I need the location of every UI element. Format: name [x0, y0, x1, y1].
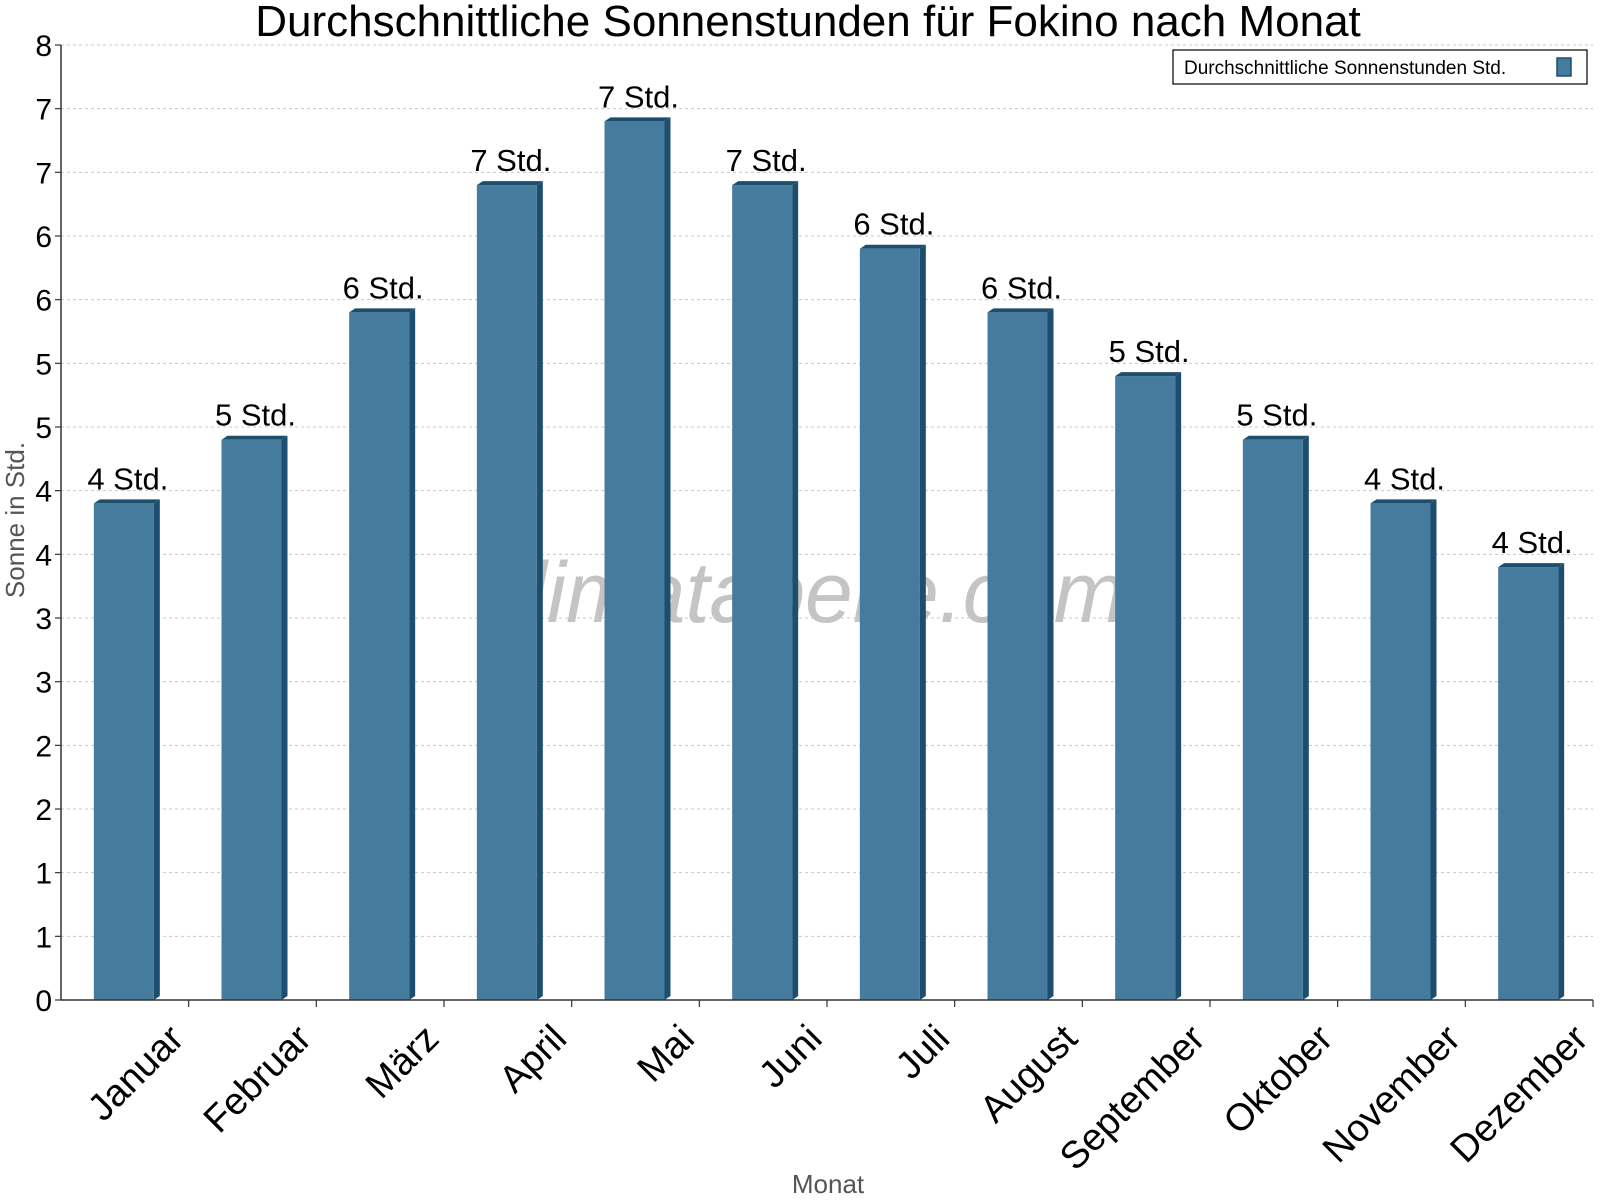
bar: [476, 185, 537, 1001]
bar-top: [604, 117, 671, 122]
y-tick-label: 6: [35, 221, 52, 254]
bar: [1242, 439, 1303, 1000]
bar-data-label: 4 Std.: [87, 461, 168, 496]
bar-data-label: 5 Std.: [1109, 334, 1190, 369]
x-tick-label: August: [972, 1017, 1086, 1131]
x-tick-label: Januar: [80, 1017, 192, 1129]
x-tick-label: Oktober: [1216, 1017, 1342, 1143]
bar-side: [153, 499, 160, 1000]
x-tick-label: Mai: [630, 1017, 703, 1090]
data-labels: 4 Std. 5 Std. 6 Std. 7 Std. 7 Std. 7 Std. 6 St…: [87, 79, 1572, 560]
bar-top: [476, 181, 543, 186]
bar-data-label: 7 Std.: [598, 79, 679, 114]
y-tick-label: 7: [35, 157, 52, 190]
bar-top: [859, 244, 926, 249]
legend-label: Durchschnittliche Sonnenstunden Std.: [1184, 58, 1506, 79]
x-axis-label: Monat: [792, 1169, 865, 1199]
bar-top: [987, 308, 1054, 313]
y-tick-label: 3: [35, 603, 52, 636]
bar-side: [1558, 563, 1565, 1000]
x-tick-labels: Januar Februar März April Mai Juni Juli AugustS…: [80, 1000, 1597, 1179]
x-tick-label: April: [492, 1017, 575, 1100]
legend-box: [1172, 49, 1588, 85]
y-axis-label: Sonne in Std.: [0, 442, 30, 598]
y-tick-label: 8: [35, 30, 52, 63]
x-tick-label: Juni: [751, 1017, 830, 1096]
y-tick-label: 7: [35, 94, 52, 127]
bar: [604, 121, 665, 1000]
y-tick-label: 4: [35, 476, 52, 509]
chart-title: Durchschnittliche Sonnenstunden für Foki…: [255, 0, 1361, 46]
x-tick-label: Dezember: [1443, 1017, 1597, 1171]
bar-side: [664, 117, 671, 1000]
y-tick-label: 6: [35, 285, 52, 318]
bars: [93, 117, 1565, 1001]
x-tick-label: November: [1315, 1017, 1469, 1171]
y-tick-label: 3: [35, 667, 52, 700]
bar-data-label: 4 Std.: [1364, 461, 1445, 496]
bar-top: [1115, 372, 1182, 377]
bar-data-label: 7 Std.: [470, 143, 551, 178]
x-tick-label: Februar: [196, 1017, 320, 1141]
x-tick-label: März: [358, 1017, 447, 1106]
bar-side: [1430, 499, 1437, 1000]
bar-side: [1047, 308, 1054, 1000]
bar-data-label: 6 Std.: [343, 270, 424, 305]
x-tick-label: Juli: [888, 1017, 958, 1087]
bar-side: [536, 181, 543, 1001]
bar: [93, 503, 154, 1000]
legend: Durchschnittliche Sonnenstunden Std.: [1172, 49, 1588, 85]
bar-data-label: 4 Std.: [1492, 525, 1573, 560]
bar: [732, 185, 793, 1001]
bar: [987, 312, 1048, 1000]
y-tick-label: 2: [35, 730, 52, 763]
y-tick-label: 5: [35, 348, 52, 381]
bar-data-label: 5 Std.: [215, 398, 296, 433]
bar-side: [792, 181, 799, 1001]
bar: [1115, 376, 1176, 1001]
bar: [1498, 567, 1559, 1000]
bar-data-label: 5 Std.: [1236, 398, 1317, 433]
y-tick-labels: 0 1 1 2 2 3 3 4 4 5 5 6 6 7 7 8: [35, 30, 61, 1018]
bar-top: [1498, 563, 1565, 568]
bar-top: [732, 181, 799, 186]
bar-side: [1175, 372, 1182, 1001]
y-tick-label: 5: [35, 412, 52, 445]
bar-top: [1370, 499, 1437, 504]
bar-top: [221, 435, 288, 440]
bar-data-label: 7 Std.: [726, 143, 807, 178]
bar-side: [409, 308, 416, 1000]
bar-top: [349, 308, 416, 313]
bar: [1370, 503, 1431, 1000]
bar: [221, 439, 282, 1000]
bar-side: [919, 244, 926, 1000]
y-tick-label: 1: [35, 858, 52, 891]
y-tick-label: 1: [35, 921, 52, 954]
bar-top: [93, 499, 160, 504]
bar-data-label: 6 Std.: [981, 270, 1062, 305]
y-tick-label: 0: [35, 985, 52, 1018]
y-tick-label: 4: [35, 539, 52, 572]
bar-top: [1242, 435, 1309, 440]
bar: [859, 248, 920, 1000]
bar-side: [1302, 435, 1309, 1000]
legend-swatch: [1556, 57, 1572, 77]
bar-data-label: 6 Std.: [853, 207, 934, 242]
y-tick-label: 2: [35, 794, 52, 827]
bar: [349, 312, 410, 1000]
bar-side: [281, 435, 288, 1000]
